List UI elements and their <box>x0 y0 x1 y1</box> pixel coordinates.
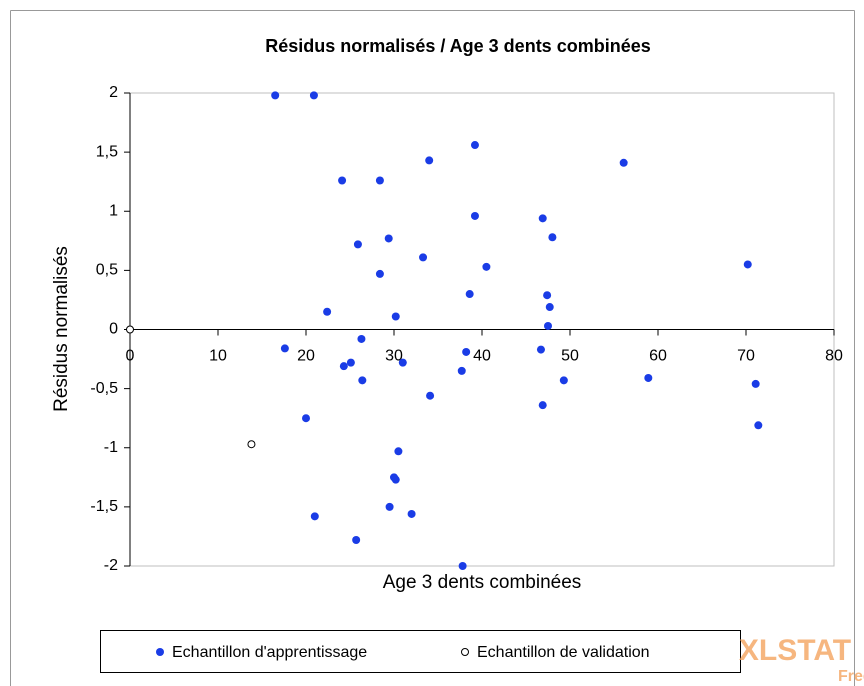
y-tick-label: -0,5 <box>90 380 118 397</box>
y-axis-label: Résidus normalisés <box>51 246 72 412</box>
point <box>247 440 256 449</box>
y-tick-label: 0 <box>109 321 118 338</box>
point <box>385 502 394 511</box>
point <box>470 211 479 220</box>
point <box>458 562 467 570</box>
x-tick-label: 10 <box>209 348 227 365</box>
y-tick-label: 1 <box>109 202 118 219</box>
point <box>644 373 653 382</box>
point <box>743 260 752 269</box>
point <box>426 391 435 400</box>
point <box>470 141 479 150</box>
y-tick-label: 0,5 <box>96 262 118 279</box>
point <box>271 91 280 100</box>
point <box>544 321 552 330</box>
point <box>457 366 466 375</box>
point <box>545 303 554 312</box>
y-tick-label: -1 <box>104 439 118 456</box>
x-tick-label: 40 <box>473 348 491 365</box>
x-tick-label: 50 <box>561 348 579 365</box>
y-tick-label: -2 <box>104 557 118 574</box>
point <box>323 307 332 316</box>
point <box>543 291 552 300</box>
point <box>353 240 362 249</box>
point <box>375 269 384 278</box>
x-tick-label: 20 <box>297 348 315 365</box>
point <box>419 253 428 262</box>
y-tick-label: 2 <box>109 84 118 101</box>
point <box>751 379 760 388</box>
y-tick-label: -1,5 <box>90 498 118 515</box>
point <box>346 358 355 367</box>
legend <box>100 630 741 673</box>
point <box>302 414 310 423</box>
point <box>538 401 547 410</box>
point <box>559 376 568 385</box>
point <box>358 376 367 385</box>
y-tick-label: 1,5 <box>96 143 118 160</box>
point <box>310 512 319 521</box>
point <box>536 345 545 354</box>
point <box>126 325 134 334</box>
x-tick-label: 0 <box>126 348 135 365</box>
point <box>619 158 628 167</box>
x-tick-label: 30 <box>385 348 403 365</box>
point <box>462 347 471 356</box>
point <box>391 312 400 321</box>
chart-title: Résidus normalisés / Age 3 dents combiné… <box>265 36 650 56</box>
point <box>398 358 407 367</box>
point <box>391 475 400 484</box>
x-tick-label: 60 <box>649 348 667 365</box>
x-tick-label: 80 <box>825 348 843 365</box>
point <box>425 156 434 165</box>
point <box>538 214 547 223</box>
legend-marker <box>156 648 164 656</box>
x-axis-label: Age 3 dents combinées <box>383 572 582 593</box>
point <box>548 233 557 242</box>
point <box>338 176 347 185</box>
point <box>407 509 416 518</box>
point <box>465 290 474 299</box>
point <box>339 362 348 371</box>
point <box>357 334 366 343</box>
point <box>754 421 763 430</box>
legend-label: Echantillon de validation <box>477 644 650 661</box>
point <box>482 262 491 271</box>
x-tick-label: 70 <box>737 348 755 365</box>
point <box>309 91 318 100</box>
watermark: XLSTAT <box>739 634 851 667</box>
watermark-sub: Free <box>838 668 864 685</box>
point <box>384 234 393 243</box>
legend-label: Echantillon d'apprentissage <box>172 644 367 661</box>
point <box>394 447 403 456</box>
point <box>352 535 361 544</box>
point <box>375 176 384 185</box>
point <box>280 344 289 353</box>
legend-marker <box>461 648 469 656</box>
